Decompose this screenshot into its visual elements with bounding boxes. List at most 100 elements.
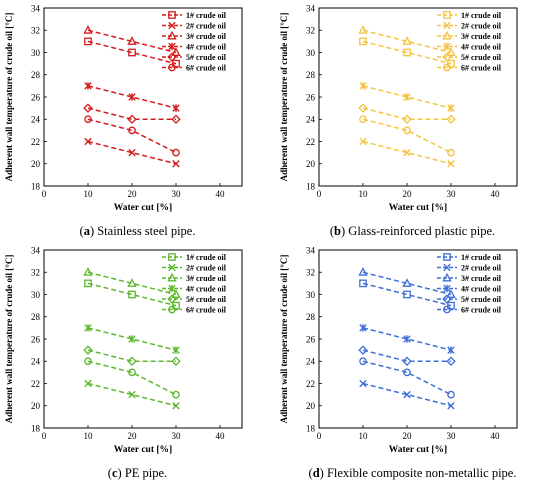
panel-c-ytick-label-8: 34 bbox=[31, 245, 41, 255]
panel-a-series-6-point-2 bbox=[172, 148, 180, 157]
panel-b-series-5-point-2 bbox=[446, 114, 456, 124]
panel-a-ytick-label-3: 24 bbox=[31, 115, 41, 125]
panel-b-ytick-label-1: 20 bbox=[306, 159, 316, 169]
panel-b-series-2-point-0 bbox=[359, 137, 367, 146]
panel-a-series-3-point-2 bbox=[171, 47, 181, 56]
panel-d-series-1-point-0 bbox=[359, 279, 367, 288]
panel-c-legend-label-2: 2# crude oil bbox=[186, 264, 227, 273]
panel-b-ytick-label-5: 28 bbox=[306, 70, 316, 80]
panel-a-series-5-point-2 bbox=[171, 114, 181, 124]
panel-c-series-6-point-0 bbox=[84, 357, 92, 366]
panel-c-series-2-point-1 bbox=[128, 390, 136, 399]
panel-b-xtick-label-4: 40 bbox=[491, 189, 501, 199]
panel-d-ytick-label-8: 34 bbox=[306, 245, 316, 255]
panel-b-xtick-label-3: 30 bbox=[447, 189, 457, 199]
panel-a-legend-label-1: 1# crude oil bbox=[186, 11, 227, 20]
panel-c-series-1-point-0 bbox=[84, 279, 92, 288]
panel-b-legend-label-4: 4# crude oil bbox=[461, 43, 502, 52]
panel-c-ytick-label-7: 32 bbox=[31, 268, 40, 278]
panel-c-series-4-point-2 bbox=[172, 346, 180, 354]
panel-a-legend-label-3: 3# crude oil bbox=[186, 32, 227, 41]
panel-c-series-line-5 bbox=[87, 349, 176, 362]
caption-d: (d) Flexible composite non-metallic pipe… bbox=[308, 466, 517, 480]
panel-d-series-2-point-2 bbox=[447, 402, 455, 410]
panel-b-series-2-point-2 bbox=[447, 160, 455, 168]
caption-b: (b) Glass-reinforced plastic pipe. bbox=[329, 224, 496, 238]
panel-d-ytick-label-0: 18 bbox=[306, 423, 316, 433]
panel-b-legend-marker-5 bbox=[442, 52, 452, 62]
panel-d-ytick-label-4: 26 bbox=[306, 334, 316, 344]
panel-d-legend-marker-2 bbox=[443, 263, 451, 272]
panel-a-series-line-1 bbox=[87, 40, 177, 65]
panel-b-ytick-label-7: 32 bbox=[306, 26, 315, 36]
panel-d-series-6-point-2 bbox=[447, 390, 455, 399]
panel-d-series-line-5 bbox=[362, 349, 451, 362]
panel-d-series-1-point-1 bbox=[403, 290, 411, 299]
chart-panel-d: 18 20 22 24 26 28 30 32 34 0 10 20 30 40 Water cut [%]… bbox=[279, 245, 518, 455]
panel-a-ytick-label-5: 28 bbox=[31, 70, 41, 80]
panel-c-legend-label-4: 4# crude oil bbox=[186, 285, 227, 294]
panel-c-series-4-point-0 bbox=[84, 324, 92, 332]
caption-a-text: Stainless steel pipe. bbox=[97, 224, 196, 238]
panel-a-legend-marker-2 bbox=[168, 21, 176, 30]
panel-b-ytick-label-6: 30 bbox=[306, 48, 316, 58]
panel-a-series-3-point-1 bbox=[127, 36, 137, 45]
panel-c-series-5-point-2 bbox=[171, 356, 181, 366]
panel-c-series-1-point-1 bbox=[128, 290, 136, 299]
panel-a-legend-marker-3 bbox=[167, 30, 177, 40]
panel-a-legend-label-6: 6# crude oil bbox=[186, 64, 227, 73]
panel-b-series-line-5 bbox=[362, 107, 451, 120]
panel-a-series-line-3 bbox=[87, 29, 177, 54]
panel-c-xtick-label-3: 30 bbox=[172, 431, 182, 441]
panel-b-series-4-point-1 bbox=[403, 93, 411, 101]
panel-c-series-3-point-0 bbox=[83, 267, 93, 276]
panel-b-x-axis-label: Water cut [%] bbox=[389, 203, 447, 213]
panel-d-series-line-2 bbox=[362, 382, 452, 407]
chart-panel-b: 18 20 22 24 26 28 30 32 34 0 10 20 30 40 Water cut [%]… bbox=[279, 3, 518, 213]
panel-a-series-2-point-0 bbox=[84, 137, 92, 146]
panel-b-legend-label-1: 1# crude oil bbox=[461, 11, 502, 20]
panel-c-series-6-point-1 bbox=[128, 368, 136, 377]
caption-b-text: Glass-reinforced plastic pipe. bbox=[348, 224, 496, 238]
panel-a-legend-marker-6 bbox=[168, 63, 176, 72]
panel-d-series-6-point-1 bbox=[403, 368, 411, 377]
panel-c-series-6-point-2 bbox=[172, 390, 180, 399]
panel-d-series-6-point-0 bbox=[359, 357, 367, 366]
panel-b-series-line-4 bbox=[362, 85, 452, 109]
panel-a-ytick-label-8: 34 bbox=[31, 3, 41, 13]
panel-b-xtick-label-1: 10 bbox=[359, 189, 369, 199]
panel-d-legend-marker-3 bbox=[442, 272, 452, 282]
panel-a-series-4-point-0 bbox=[84, 82, 92, 90]
panel-a-series-5-point-1 bbox=[127, 114, 137, 124]
panel-c-series-3-point-1 bbox=[127, 278, 137, 287]
panel-c-xtick-label-2: 20 bbox=[128, 431, 138, 441]
panel-c-ytick-label-5: 28 bbox=[31, 312, 41, 322]
panel-d-series-4-point-1 bbox=[403, 335, 411, 343]
caption-b-letter: b bbox=[334, 224, 341, 238]
panel-d-legend-label-1: 1# crude oil bbox=[461, 253, 502, 262]
panel-c-legend-label-6: 6# crude oil bbox=[186, 306, 227, 315]
panel-c-ytick-label-6: 30 bbox=[31, 290, 41, 300]
panel-c-legend-label-5: 5# crude oil bbox=[186, 295, 227, 304]
panel-b-series-6-point-1 bbox=[403, 126, 411, 135]
panel-d-xtick-label-4: 40 bbox=[491, 431, 501, 441]
panel-c-ytick-label-1: 20 bbox=[31, 401, 41, 411]
panel-a-series-3-point-0 bbox=[83, 25, 93, 34]
panel-c-legend-marker-3 bbox=[167, 272, 177, 282]
panel-b-legend-marker-6 bbox=[443, 63, 451, 72]
panel-a-series-line-5 bbox=[87, 107, 176, 120]
panel-a-series-2-point-2 bbox=[172, 160, 180, 168]
panel-d-series-line-3 bbox=[362, 271, 452, 296]
panel-a-xtick-label-3: 30 bbox=[172, 189, 182, 199]
panel-b-series-6-point-2 bbox=[447, 148, 455, 157]
panel-d-series-3-point-2 bbox=[446, 289, 456, 298]
panel-c-x-axis-label: Water cut [%] bbox=[114, 445, 172, 455]
panel-a-legend-label-2: 2# crude oil bbox=[186, 22, 227, 31]
panel-b-ytick-label-8: 34 bbox=[306, 3, 316, 13]
panel-b-series-1-point-1 bbox=[403, 48, 411, 57]
panel-a-legend-marker-4 bbox=[168, 42, 176, 51]
panel-b-legend-marker-4 bbox=[443, 42, 451, 51]
panel-a-xtick-label-4: 40 bbox=[216, 189, 226, 199]
panel-b-legend-marker-3 bbox=[442, 30, 452, 40]
panel-c-y-axis-label: Adherent wall temperature of crude oil [… bbox=[4, 255, 14, 424]
